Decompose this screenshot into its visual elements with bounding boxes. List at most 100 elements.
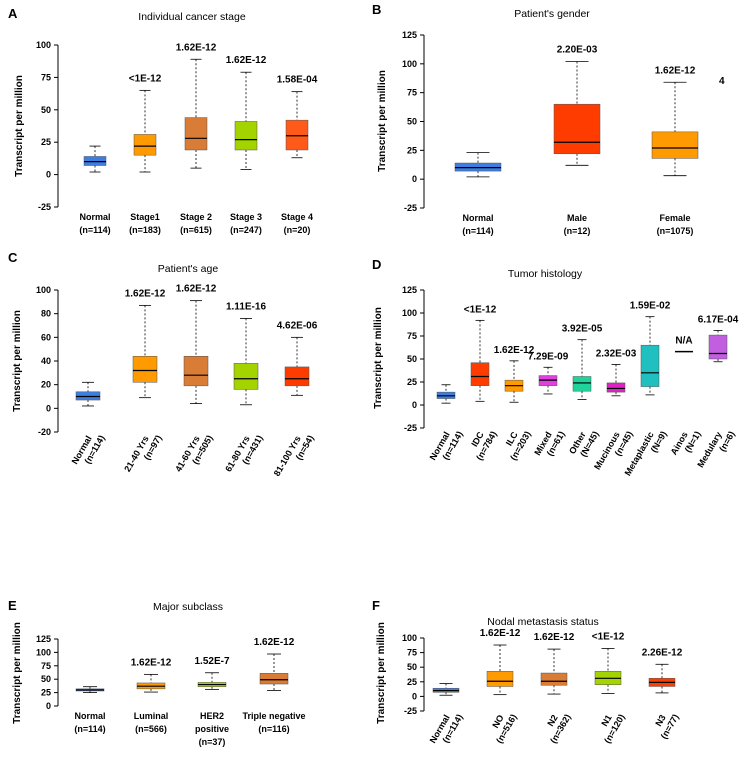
box-luminal: 1.62E-12 Luminal (n=566)	[131, 657, 172, 734]
box-body	[83, 156, 107, 166]
category-name: Male	[567, 213, 587, 223]
p-value-label: 1.62E-12	[125, 288, 166, 299]
y-tick-label: 25	[407, 677, 417, 687]
y-tick-label: -25	[404, 203, 417, 213]
panel-title: Major subclass	[153, 601, 223, 613]
y-tick-label: 100	[402, 633, 417, 643]
category-count: (n=615)	[180, 225, 212, 235]
y-tick-label: 80	[41, 309, 51, 319]
category-name: Stage 4	[281, 212, 313, 222]
y-tick-label: 25	[407, 145, 417, 155]
y-axis-title: Transcript per million	[376, 622, 387, 724]
p-value-label: 1.62E-12	[494, 345, 535, 356]
y-axis-title: Transcript per million	[12, 622, 23, 724]
y-tick-label: 50	[407, 354, 417, 364]
category-count: (n=566)	[135, 724, 167, 734]
box-body	[640, 344, 660, 387]
category-count: (n=114)	[462, 226, 493, 236]
x-category-label: Medulary(n=6)	[695, 424, 736, 475]
box-61-80-yrs: 1.11E-16 61-80 Yrs(n=431)	[223, 301, 266, 479]
box-stage-3: 1.62E-12 Stage 3 (n=247)	[226, 55, 267, 235]
p-value-label: 2.32E-03	[596, 349, 637, 360]
box-stage-4: 1.58E-04 Stage 4 (n=20)	[277, 75, 318, 235]
category-name: Triple negative	[242, 711, 305, 721]
p-value-label: 7.29E-09	[528, 351, 569, 362]
panel-title: Tumor histology	[508, 268, 583, 280]
panel-title: Nodal metastasis status	[487, 616, 598, 628]
x-category-label: N1(n=120)	[593, 707, 627, 745]
box-her2: 1.52E-7 HER2 positive (n=37)	[194, 656, 229, 747]
box-idc: <1E-12 IDC(n=784)	[464, 304, 499, 462]
box-body	[572, 376, 592, 392]
box-ainos: N/A Ainos(N=1)	[669, 336, 703, 457]
x-category-label: 61-80 Yrs(n=431)	[223, 428, 265, 479]
y-axis-title: Transcript per million	[14, 75, 25, 177]
y-tick-label: 125	[36, 634, 51, 644]
y-tick-label: 0	[46, 701, 51, 711]
box-body	[553, 103, 601, 155]
box-normal: Normal(n=114)	[454, 152, 502, 236]
p-value-label: 1.52E-7	[194, 656, 229, 667]
box-no: 1.62E-12 NO(n=516)	[480, 628, 521, 745]
panel-letter: E	[8, 598, 17, 613]
category-name: HER2	[200, 711, 224, 721]
y-tick-label: 50	[407, 662, 417, 672]
box-other: 3.92E-05 Other(N=45)	[562, 324, 603, 459]
box-body	[470, 362, 490, 386]
p-value-label: N/A	[675, 336, 692, 347]
p-value-label: 6.17E-04	[698, 314, 739, 325]
box-normal: Normal(n=114)	[79, 145, 111, 235]
category-name: Stage1	[130, 212, 160, 222]
box-stage-2: 1.62E-12 Stage 2 (n=615)	[176, 42, 217, 235]
y-tick-label: 0	[46, 403, 51, 413]
p-value-label: 4.62E-06	[277, 320, 318, 331]
x-category-label: N3(n=77)	[649, 707, 681, 741]
y-tick-label: 25	[41, 137, 51, 147]
p-value-label: 1.11E-16	[226, 301, 266, 312]
y-axis-title: Transcript per million	[373, 307, 384, 409]
panel-letter: F	[372, 598, 380, 613]
box-normal: Normal (n=114)	[74, 686, 106, 734]
category-count: (n=247)	[230, 225, 262, 235]
p-value-label: 1.62E-12	[176, 42, 217, 53]
category-count: (n=114)	[74, 724, 105, 734]
x-category-label: Normal(n=114)	[428, 707, 465, 750]
panel-letter: A	[8, 6, 18, 21]
panel-f: F Nodal metastasis status Transcript per m…	[372, 598, 683, 750]
y-tick-label: 100	[402, 59, 417, 69]
box-normal: Normal(n=114)	[428, 384, 465, 462]
p-value-label: 1.62E-12	[176, 284, 217, 295]
x-category-label: 21-40 Yrs(n=97)	[122, 428, 164, 479]
box-female: 1.62E-12 Female (n=1075)	[651, 65, 699, 236]
panel-c: C Patient's age Transcript per million 100 8…	[8, 250, 318, 483]
panel-letter: D	[372, 257, 381, 272]
box-41-60-yrs: 1.62E-12 41-60 Yrs(n=505)	[173, 284, 217, 474]
box-n2: 1.62E-12 N2(n=362)	[534, 632, 575, 745]
p-value-label: 2.26E-12	[642, 647, 683, 658]
y-tick-label: 75	[407, 88, 417, 98]
y-tick-label: -25	[404, 423, 417, 433]
box-body	[259, 673, 289, 685]
category-name: N2	[545, 713, 559, 728]
panel-a: A Individual cancer stage Transcript per m…	[8, 6, 318, 235]
box-n1: <1E-12 N1(n=120)	[592, 632, 627, 745]
x-category-label: 81-100 Yrs(n=54)	[272, 428, 316, 483]
panel-d: D Tumor histology Transcript per million 12…	[372, 257, 739, 477]
y-axis-title: Transcript per million	[377, 70, 388, 172]
category-name: N1	[599, 713, 613, 728]
y-tick-label: 100	[402, 308, 417, 318]
y-axis-title: Transcript per million	[12, 310, 23, 412]
y-tick-label: -25	[404, 706, 417, 716]
y-tick-label: 25	[407, 377, 417, 387]
y-tick-label: -25	[38, 202, 51, 212]
category-subname: positive	[195, 724, 229, 734]
y-tick-label: 60	[41, 332, 51, 342]
category-count: (n=12)	[564, 226, 591, 236]
category-name: Normal	[74, 711, 105, 721]
box-normal: Normal(n=114)	[70, 381, 107, 466]
x-category-label: NO(n=516)	[485, 707, 519, 745]
box-body	[651, 131, 699, 159]
y-tick-label: 50	[41, 674, 51, 684]
box-male: 2.20E-03 Male (n=12)	[553, 45, 601, 236]
